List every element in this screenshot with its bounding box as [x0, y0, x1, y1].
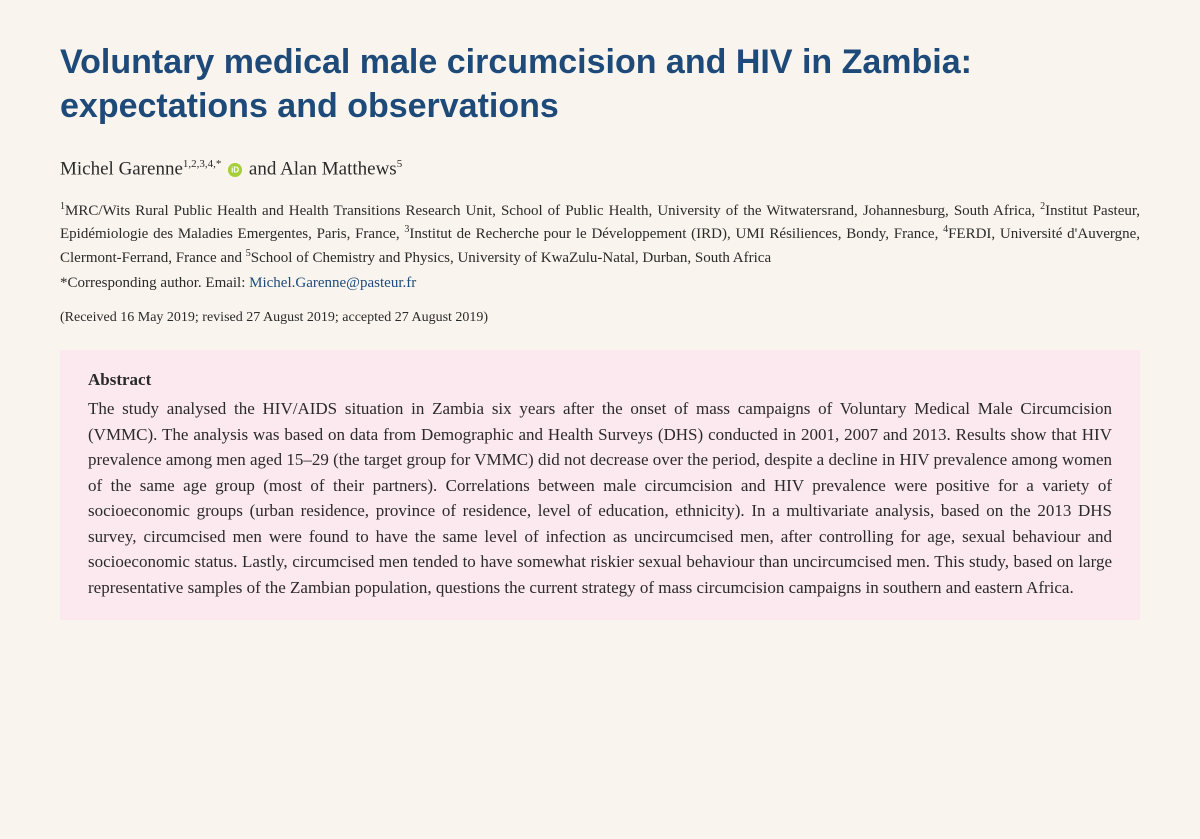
- corresponding-label: *Corresponding author. Email:: [60, 275, 249, 291]
- article-dates: (Received 16 May 2019; revised 27 August…: [60, 310, 1140, 326]
- authors-line: Michel Garenne1,2,3,4,* and Alan Matthew…: [60, 158, 1140, 180]
- author-connector: and: [244, 159, 280, 180]
- corresponding-email-link[interactable]: Michel.Garenne@pasteur.fr: [249, 275, 416, 291]
- corresponding-marker: *: [216, 158, 222, 170]
- affil-text: Institut de Recherche pour le Développem…: [409, 226, 943, 242]
- affiliations-block: 1MRC/Wits Rural Public Health and Health…: [60, 199, 1140, 270]
- article-title: Voluntary medical male circumcision and …: [60, 40, 1140, 128]
- abstract-text: The study analysed the HIV/AIDS situatio…: [88, 396, 1112, 600]
- author-name: Michel Garenne: [60, 159, 183, 180]
- affil-text: School of Chemistry and Physics, Univers…: [251, 250, 771, 266]
- abstract-box: Abstract The study analysed the HIV/AIDS…: [60, 350, 1140, 620]
- author-affil-ref: 5: [397, 158, 403, 170]
- abstract-heading: Abstract: [88, 370, 1112, 390]
- corresponding-author: *Corresponding author. Email: Michel.Gar…: [60, 275, 1140, 292]
- orcid-icon[interactable]: [228, 163, 242, 177]
- affil-text: MRC/Wits Rural Public Health and Health …: [65, 203, 1040, 219]
- author-affil-ref: 1,2,3,4,: [183, 158, 216, 170]
- author-name: Alan Matthews: [280, 159, 397, 180]
